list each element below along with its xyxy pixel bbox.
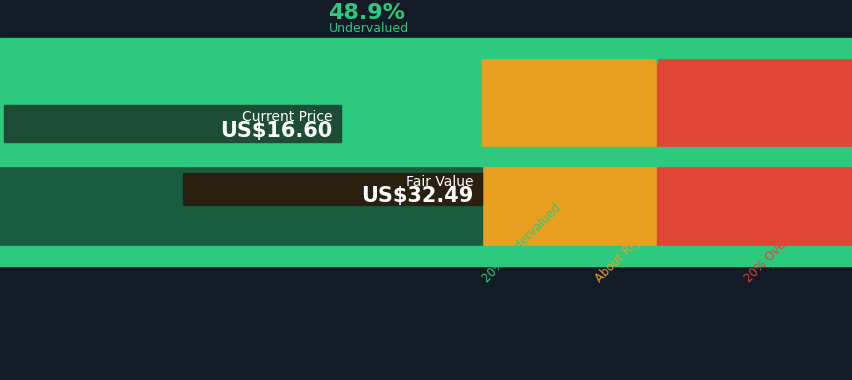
Text: About Right: About Right bbox=[592, 226, 651, 285]
Bar bbox=[4, 105, 341, 142]
Text: 48.9%: 48.9% bbox=[328, 3, 405, 23]
Text: Undervalued: Undervalued bbox=[328, 22, 408, 35]
Bar bbox=[0, 166, 481, 246]
Bar bbox=[0, 166, 481, 246]
Bar bbox=[0, 38, 852, 58]
Bar bbox=[481, 58, 656, 147]
Text: US$32.49: US$32.49 bbox=[360, 186, 473, 206]
Bar bbox=[0, 246, 852, 266]
Text: Fair Value: Fair Value bbox=[406, 176, 473, 189]
Text: 20% Undervalued: 20% Undervalued bbox=[479, 201, 563, 285]
Bar bbox=[656, 58, 852, 147]
Text: US$16.60: US$16.60 bbox=[220, 121, 332, 141]
Bar bbox=[656, 166, 852, 246]
Text: 20% Overvalued: 20% Overvalued bbox=[741, 206, 820, 285]
Bar bbox=[0, 58, 481, 147]
Bar bbox=[0, 147, 852, 166]
Bar bbox=[183, 173, 481, 205]
Bar bbox=[481, 166, 656, 246]
Text: Current Price: Current Price bbox=[242, 110, 332, 124]
